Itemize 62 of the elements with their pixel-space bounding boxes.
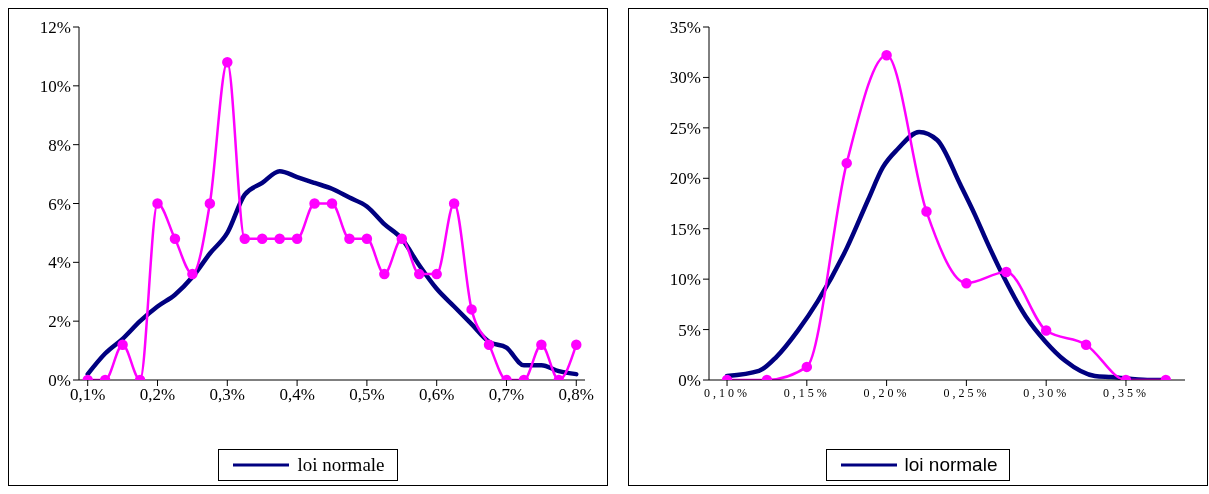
point	[431, 268, 442, 280]
y-tick-label: 20%	[669, 169, 701, 189]
y-tick-label: 10%	[669, 270, 701, 290]
point	[309, 198, 320, 209]
point	[291, 233, 303, 245]
x-tick-label: 0,35%	[1102, 385, 1149, 400]
y-tick-label: 25%	[669, 118, 701, 138]
y-tick-label: 2%	[48, 312, 71, 332]
x-tick-label: 0,25%	[943, 385, 990, 400]
y-tick-label: 8%	[48, 135, 71, 155]
point	[396, 233, 408, 245]
y-tick-label: 10%	[39, 76, 71, 96]
point	[326, 198, 338, 209]
legend-label: loi normale	[904, 454, 998, 476]
x-tick-label: 0,3%	[209, 385, 246, 405]
point	[239, 233, 251, 245]
x-tick-label: 0,7%	[488, 385, 525, 405]
y-tick-label: 0%	[48, 371, 71, 391]
legend-label: loi normale	[297, 454, 385, 476]
x-tick-label: 0,4%	[279, 385, 315, 405]
point	[187, 268, 198, 280]
x-tick-label: 0,30%	[1023, 385, 1070, 400]
x-tick-label: 0,20%	[863, 385, 910, 400]
point	[256, 233, 268, 245]
y-tick-label: 5%	[678, 320, 701, 340]
point	[1040, 325, 1052, 336]
y-tick-label: 6%	[48, 194, 71, 214]
point	[1001, 266, 1012, 278]
point	[801, 361, 813, 373]
point	[204, 198, 216, 209]
point	[961, 277, 972, 289]
point	[536, 339, 547, 350]
point	[841, 157, 852, 169]
point	[361, 233, 373, 245]
point	[413, 268, 425, 280]
y-tick-label: 15%	[669, 219, 701, 239]
point	[448, 198, 460, 209]
point	[152, 198, 163, 209]
point	[169, 233, 181, 245]
x-tick-label: 0,1%	[70, 385, 106, 405]
x-tick-label: 0,6%	[418, 385, 455, 405]
x-tick-label: 0,10%	[704, 385, 751, 400]
point	[274, 233, 285, 245]
point	[379, 268, 390, 280]
point	[1080, 339, 1092, 350]
x-tick-label: 0,5%	[349, 385, 385, 405]
point	[466, 304, 477, 315]
x-tick-label: 0,8%	[558, 385, 594, 405]
y-tick-label: 12%	[39, 18, 71, 38]
y-tick-label: 4%	[48, 253, 71, 273]
x-tick-label: 0,15%	[783, 385, 830, 400]
y-tick-label: 35%	[669, 18, 701, 38]
point	[921, 206, 932, 217]
point	[222, 57, 233, 68]
point	[571, 339, 582, 350]
y-tick-label: 30%	[669, 68, 701, 88]
x-tick-label: 0,2%	[139, 385, 176, 405]
point	[881, 49, 892, 61]
point	[117, 339, 128, 350]
y-tick-label: 0%	[678, 371, 701, 391]
point	[344, 233, 355, 245]
point	[483, 339, 495, 350]
